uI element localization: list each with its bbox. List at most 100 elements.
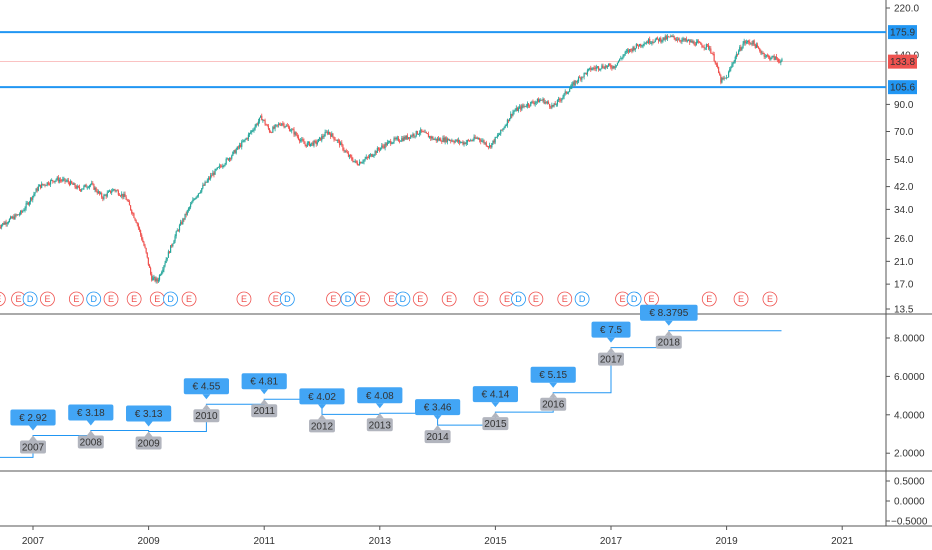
candle-body <box>615 65 617 67</box>
candle-body <box>304 143 306 145</box>
earnings-marker[interactable] <box>701 291 717 307</box>
candle-body <box>265 124 267 126</box>
candle-body <box>212 172 214 176</box>
candle-body <box>186 210 188 215</box>
candle-body <box>63 178 65 180</box>
candle-body <box>556 100 559 105</box>
candle-body <box>593 67 595 69</box>
candle-body <box>38 184 41 187</box>
dividend-marker[interactable] <box>279 291 295 307</box>
candle-body <box>158 275 161 280</box>
candle-body <box>28 201 31 205</box>
dividend-marker[interactable] <box>163 291 178 307</box>
candle-body <box>572 82 574 84</box>
candle-body <box>46 182 48 186</box>
candle-body <box>491 143 493 148</box>
dividend-marker[interactable] <box>511 291 526 307</box>
candle-body <box>225 158 227 164</box>
candle-body <box>27 202 29 205</box>
dividend-marker[interactable] <box>626 291 642 307</box>
candle-body <box>363 159 365 162</box>
candle-body <box>561 98 563 101</box>
earnings-marker[interactable] <box>528 291 544 307</box>
oscillator-tick-label: 0.5000 <box>894 477 925 488</box>
earnings-marker[interactable] <box>762 291 778 307</box>
earnings-marker[interactable] <box>181 291 197 307</box>
candle-body <box>75 186 77 189</box>
earnings-marker[interactable] <box>126 291 142 307</box>
candle-body <box>592 67 594 70</box>
value-label: € 4.55 <box>192 382 220 393</box>
candle-body <box>774 56 776 60</box>
candle-body <box>106 192 108 197</box>
candle-body <box>539 100 541 103</box>
candle-body <box>654 39 656 43</box>
candle-body <box>248 133 251 135</box>
candle-body <box>764 56 766 58</box>
candle-body <box>195 196 197 199</box>
candle-body <box>318 137 321 139</box>
earnings-marker-label: E <box>16 294 22 304</box>
candle-body <box>190 204 192 208</box>
candle-body <box>54 180 56 183</box>
earnings-marker[interactable] <box>412 291 428 307</box>
dividend-marker-label: D <box>631 294 638 304</box>
earnings-marker[interactable] <box>326 291 341 307</box>
value-box-pointer <box>318 404 326 410</box>
earnings-marker[interactable] <box>236 291 252 307</box>
candle-body <box>174 236 176 242</box>
earnings-marker[interactable] <box>103 291 119 307</box>
candle-body <box>676 39 679 41</box>
candle-body <box>373 154 375 156</box>
candle-body <box>35 188 37 193</box>
candle-body <box>1 224 3 228</box>
candle-body <box>36 188 38 191</box>
earnings-marker[interactable] <box>0 291 6 307</box>
earnings-marker[interactable] <box>40 291 55 307</box>
candle-body <box>479 138 481 141</box>
earnings-marker-label: E <box>767 294 773 304</box>
candle-body <box>305 144 307 147</box>
candle-body <box>449 140 451 142</box>
candle-body <box>604 65 606 69</box>
earnings-marker[interactable] <box>473 291 489 307</box>
candle-body <box>155 278 157 282</box>
dividend-marker[interactable] <box>395 291 411 307</box>
earnings-marker[interactable] <box>441 291 457 307</box>
value-box-pointer <box>433 415 442 421</box>
dividend-marker-label: D <box>90 294 97 304</box>
candle-body <box>472 140 474 141</box>
candle-body <box>495 137 497 138</box>
candle-body <box>375 151 377 153</box>
candle-body <box>291 129 293 131</box>
dividend-marker[interactable] <box>86 291 102 307</box>
candle-body <box>152 277 154 281</box>
candle-body <box>196 195 198 197</box>
year-box-pointer <box>607 347 615 353</box>
candle-body <box>728 71 730 78</box>
candle-body <box>215 169 217 170</box>
candle-body <box>153 277 155 278</box>
candle-body <box>66 180 68 182</box>
candle-body <box>104 194 106 196</box>
candle-body <box>412 134 414 137</box>
candle-body <box>364 158 366 160</box>
candle-body <box>366 156 368 158</box>
candle-body <box>362 161 364 163</box>
candle-body <box>596 66 599 68</box>
earnings-marker[interactable] <box>68 291 84 307</box>
year-box <box>655 335 682 349</box>
candle-body <box>741 47 743 50</box>
dividend-marker[interactable] <box>22 291 38 307</box>
candle-body <box>726 77 729 79</box>
candle-body <box>476 137 478 139</box>
candle-body <box>303 141 305 144</box>
earnings-marker[interactable] <box>557 291 573 307</box>
earnings-marker[interactable] <box>733 291 749 307</box>
candle-body <box>9 216 12 220</box>
earnings-marker[interactable] <box>355 291 370 307</box>
candle-body <box>193 199 195 201</box>
dividend-marker[interactable] <box>340 291 356 307</box>
dividend-marker[interactable] <box>574 291 590 307</box>
candle-body <box>411 135 413 137</box>
